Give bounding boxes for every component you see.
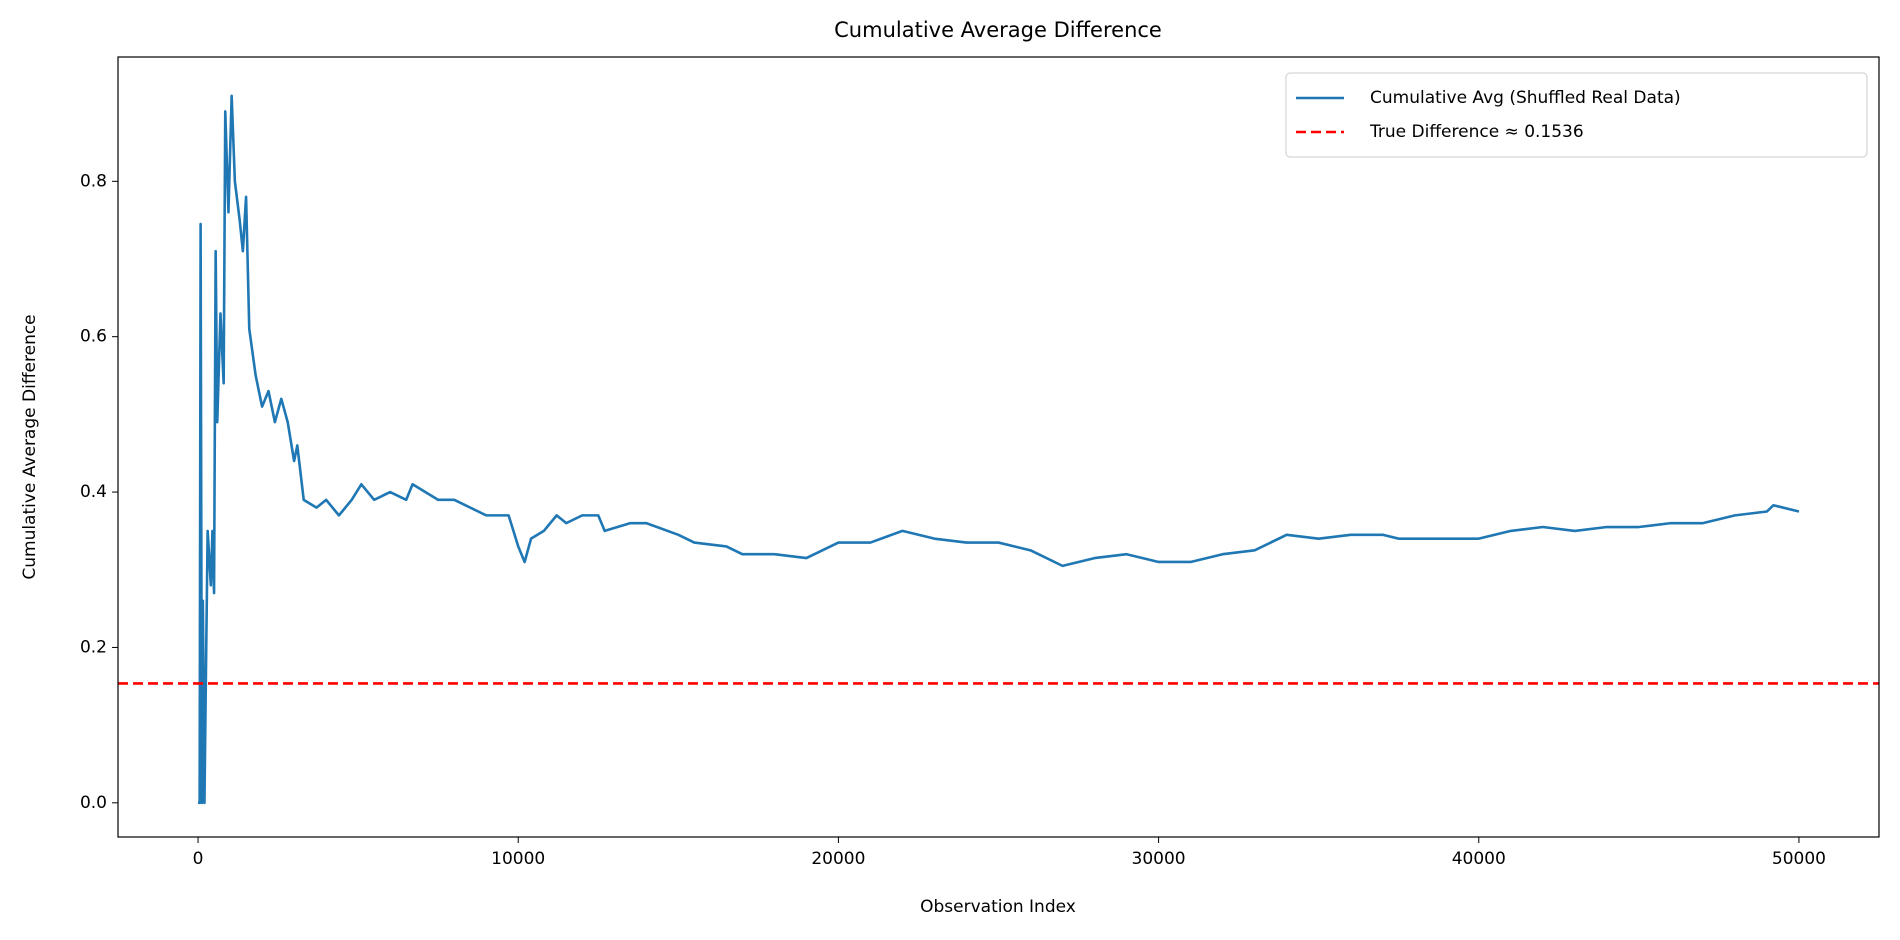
legend-box <box>1285 72 1868 158</box>
chart-title: Cumulative Average Difference <box>834 18 1162 42</box>
plot-frame <box>117 56 1880 838</box>
x-tick-label: 20000 <box>811 849 865 869</box>
x-tick-label: 40000 <box>1452 849 1506 869</box>
legend-label: Cumulative Avg (Shuffled Real Data) <box>1370 88 1681 108</box>
y-tick-label: 0.6 <box>80 327 107 347</box>
data-line <box>198 94 1800 805</box>
legend-label: True Difference ≈ 0.1536 <box>1369 122 1584 142</box>
x-tick-label: 30000 <box>1132 849 1186 869</box>
y-tick-label: 0.8 <box>80 171 107 191</box>
x-axis-label: Observation Index <box>920 897 1076 917</box>
y-tick-label: 0.0 <box>80 793 107 813</box>
y-axis-label: Cumulative Average Difference <box>20 314 40 579</box>
x-tick-label: 10000 <box>491 849 545 869</box>
x-tick-label: 50000 <box>1772 849 1826 869</box>
y-tick-label: 0.2 <box>80 637 107 657</box>
x-tick-label: 0 <box>193 849 204 869</box>
y-tick-label: 0.4 <box>80 482 107 502</box>
